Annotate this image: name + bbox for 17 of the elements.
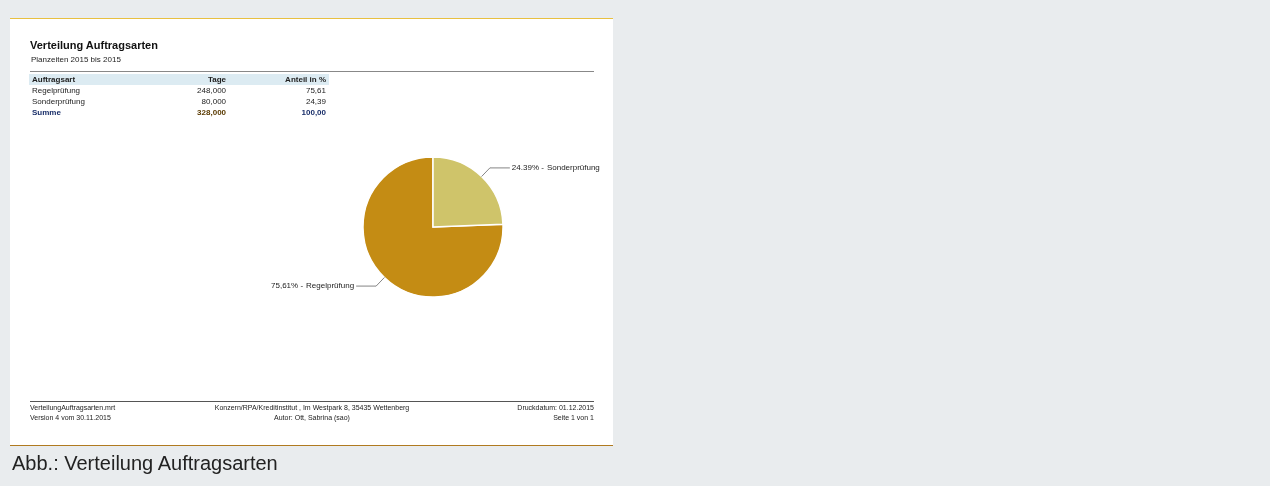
- text: Verteilung Auftragsarten: [30, 39, 158, 51]
- pie-slice: [362, 156, 504, 298]
- text: 328,000: [196, 107, 228, 118]
- text: 75,61: [304, 85, 327, 96]
- slice-label: Sonderprüfung: [546, 162, 600, 172]
- slice-label: Regelprüfung: [306, 281, 355, 291]
- text: 100,00: [300, 107, 327, 118]
- text: 24,39: [304, 96, 327, 107]
- data-label: 75,61% -: [271, 281, 304, 291]
- text: Sonderprüfung: [31, 96, 86, 107]
- data-label: 24.39% -: [511, 162, 545, 172]
- text: Planzeiten 2015 bis 2015: [31, 55, 121, 64]
- text: Abb.: Verteilung Auftragsarten: [12, 452, 278, 475]
- text: Summe: [31, 107, 62, 118]
- text: Regelprüfung: [31, 85, 82, 96]
- text: 248,000: [196, 85, 228, 96]
- text: 80,000: [200, 96, 228, 107]
